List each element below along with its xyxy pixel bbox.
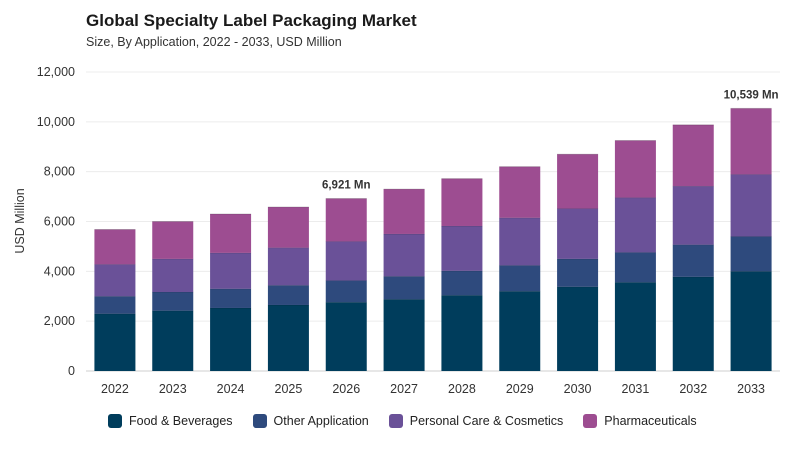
- bar-segment: [383, 189, 425, 234]
- y-axis-label: USD Million: [13, 188, 27, 253]
- bar-segment: [152, 258, 194, 293]
- bar-total-annotation: 10,539 Mn: [724, 89, 779, 101]
- bar-segment: [383, 299, 425, 371]
- y-tick-label: 12,000: [37, 65, 75, 79]
- x-tick-label: 2023: [159, 382, 187, 396]
- bar-segment: [152, 221, 194, 259]
- x-tick-label: 2031: [622, 382, 650, 396]
- bar-segment: [210, 288, 252, 308]
- y-axis-ticks: 0 2,000 4,000 6,000 8,000 10,000 12,000: [37, 65, 75, 378]
- bar-segment: [557, 154, 599, 209]
- bar-segment: [94, 229, 136, 265]
- bar-segment: [614, 140, 656, 198]
- legend-label: Pharmaceuticals: [604, 414, 697, 428]
- bar-segment: [614, 252, 656, 283]
- bar-segment: [672, 186, 714, 245]
- bar-segment: [730, 271, 772, 371]
- x-tick-label: 2030: [564, 382, 592, 396]
- legend-swatch: [252, 414, 267, 428]
- bar-segment: [441, 270, 483, 296]
- annotations: 6,921 Mn 10,539 Mn: [322, 89, 779, 191]
- legend: Food & Beverages Other Application Persona…: [108, 414, 697, 428]
- legend-label: Food & Beverages: [129, 414, 233, 428]
- bar-segment: [672, 124, 714, 187]
- bars: [94, 107, 772, 371]
- bar-segment: [267, 304, 309, 371]
- legend-swatch: [583, 414, 598, 428]
- bar-segment: [383, 276, 425, 300]
- x-tick-label: 2032: [679, 382, 707, 396]
- y-tick-label: 2,000: [44, 314, 75, 328]
- bar-segment: [730, 174, 772, 237]
- x-tick-label: 2033: [737, 382, 765, 396]
- legend-label: Other Application: [273, 414, 369, 428]
- bar-segment: [499, 291, 541, 371]
- bar-segment: [557, 286, 599, 371]
- bar-segment: [499, 166, 541, 218]
- bar-segment: [672, 244, 714, 277]
- bar-segment: [94, 313, 136, 371]
- legend-label: Personal Care & Cosmetics: [409, 414, 564, 428]
- bar-segment: [614, 282, 656, 371]
- bar-segment: [152, 310, 194, 371]
- legend-item: Other Application: [252, 414, 369, 428]
- bar-segment: [325, 241, 367, 281]
- bar-segment: [325, 280, 367, 303]
- x-tick-label: 2022: [101, 382, 129, 396]
- bar-segment: [383, 233, 425, 277]
- bar-segment: [210, 307, 252, 371]
- bar-segment: [267, 247, 309, 286]
- y-tick-label: 10,000: [37, 115, 75, 129]
- bar-segment: [210, 214, 252, 253]
- bar-segment: [325, 198, 367, 242]
- bar-segment: [94, 296, 136, 314]
- bar-segment: [325, 302, 367, 371]
- bar-segment: [557, 258, 599, 287]
- bar-segment: [730, 236, 772, 272]
- bar-segment: [730, 108, 772, 175]
- x-tick-label: 2029: [506, 382, 534, 396]
- grid-lines: [86, 71, 780, 372]
- y-tick-label: 0: [68, 364, 75, 378]
- bar-segment: [152, 292, 194, 311]
- bar-segment: [557, 208, 599, 259]
- bar-segment: [441, 225, 483, 271]
- bar-segment: [499, 217, 541, 266]
- legend-item: Personal Care & Cosmetics: [388, 414, 564, 428]
- bar-segment: [499, 265, 541, 292]
- x-tick-label: 2025: [275, 382, 303, 396]
- x-tick-label: 2028: [448, 382, 476, 396]
- legend-swatch: [388, 414, 403, 428]
- legend-swatch: [108, 414, 122, 428]
- y-tick-label: 4,000: [44, 264, 75, 278]
- bar-segment: [441, 178, 483, 226]
- x-tick-label: 2027: [390, 382, 418, 396]
- x-tick-label: 2026: [332, 382, 360, 396]
- bar-segment: [441, 295, 483, 371]
- bar-segment: [614, 197, 656, 253]
- legend-item: Food & Beverages: [108, 414, 233, 428]
- legend-item: Pharmaceuticals: [583, 414, 697, 428]
- bar-segment: [267, 285, 309, 305]
- bar-segment: [94, 264, 136, 297]
- chart-title: Global Specialty Label Packaging Market: [86, 11, 417, 30]
- bar-total-annotation: 6,921 Mn: [322, 180, 371, 192]
- chart-subtitle: Size, By Application, 2022 - 2033, USD M…: [86, 35, 342, 49]
- y-tick-label: 6,000: [44, 215, 75, 229]
- x-tick-label: 2024: [217, 382, 245, 396]
- bar-segment: [210, 252, 252, 289]
- bar-segment: [672, 276, 714, 371]
- bar-segment: [267, 207, 309, 248]
- y-tick-label: 8,000: [44, 165, 75, 179]
- x-axis-ticks: 2022 2023 2024 2025 2026 2027 2028 2029 2030 2031…: [101, 382, 765, 396]
